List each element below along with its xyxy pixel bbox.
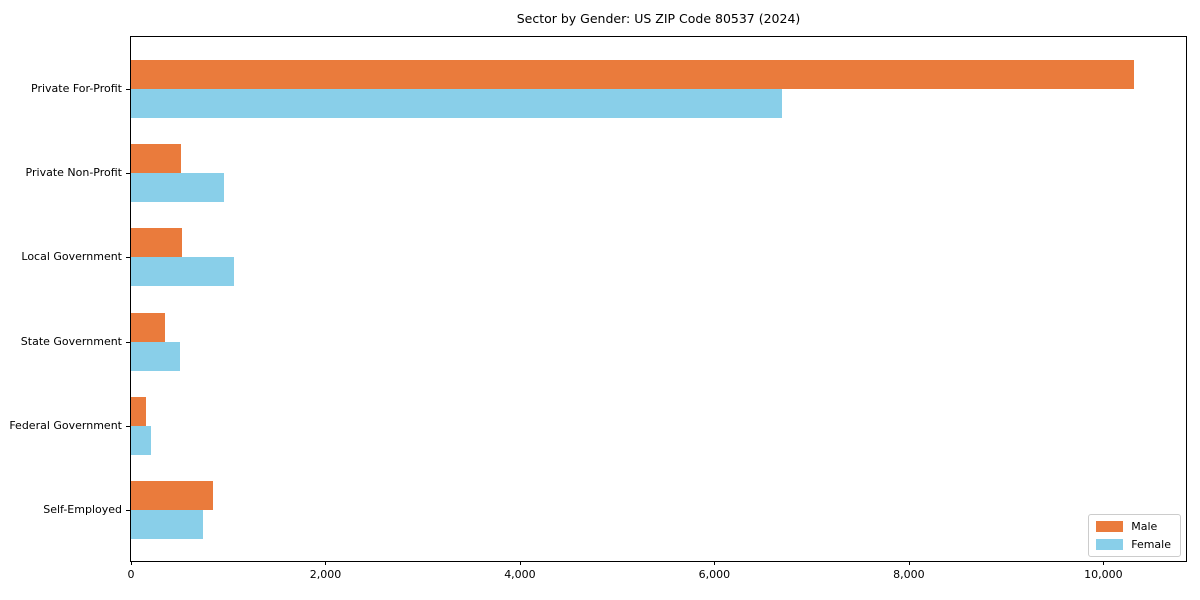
x-axis-tick <box>908 561 910 565</box>
legend-swatch-male <box>1096 521 1124 532</box>
x-axis-tick <box>1103 561 1105 565</box>
x-axis-tick <box>325 561 327 565</box>
legend-label-male: Male <box>1131 520 1158 533</box>
bar-male-private-non-profit <box>131 144 182 174</box>
y-tick-label-state-government: State Government <box>20 334 122 348</box>
x-tick-label-10-000: 10,000 <box>1084 568 1123 581</box>
bar-female-state-government <box>131 341 180 371</box>
y-axis-tick <box>126 257 130 259</box>
x-tick-label-4-000: 4,000 <box>504 568 536 581</box>
x-axis-tick <box>519 561 521 565</box>
y-axis-tick <box>126 341 130 343</box>
y-axis-tick <box>126 89 130 90</box>
bar-male-self-employed <box>131 481 214 510</box>
y-axis-tick <box>126 510 130 511</box>
legend-swatch-female <box>1096 539 1124 550</box>
chart-title: Sector by Gender: US ZIP Code 80537 (202… <box>516 11 801 26</box>
y-tick-label-private-non-profit: Private Non-Profit <box>25 166 122 180</box>
bar-female-federal-government <box>131 425 152 455</box>
y-tick-label-private-for-profit: Private For-Profit <box>31 82 122 95</box>
bar-female-self-employed <box>131 510 203 539</box>
bar-male-local-government <box>131 228 182 258</box>
bar-female-private-non-profit <box>131 173 225 203</box>
x-axis-tick <box>714 561 716 565</box>
x-tick-label-0: 0 <box>127 568 135 581</box>
y-axis-tick <box>126 425 130 427</box>
y-axis-tick <box>126 173 130 175</box>
bar-female-private-for-profit <box>131 89 783 118</box>
y-tick-label-local-government: Local Government <box>21 250 122 264</box>
bar-male-state-government <box>131 312 166 342</box>
y-tick-label-self-employed: Self-Employed <box>43 503 122 516</box>
bar-female-local-government <box>131 257 235 287</box>
legend-label-female: Female <box>1131 538 1171 551</box>
x-tick-label-8-000: 8,000 <box>893 568 925 581</box>
bar-male-private-for-profit <box>131 60 1135 89</box>
legend-item-male: Male <box>1096 520 1171 533</box>
x-tick-label-6-000: 6,000 <box>698 568 731 581</box>
y-tick-label-federal-government: Federal Government <box>9 418 122 432</box>
plot-area: Male Female Private For-Profit Private Non… <box>9 36 1187 581</box>
legend-item-female: Female <box>1096 538 1171 551</box>
bar-male-federal-government <box>131 396 146 426</box>
legend: Male Female <box>1088 514 1181 557</box>
x-axis-tick <box>131 561 132 565</box>
x-tick-label-2-000: 2,000 <box>309 568 342 581</box>
